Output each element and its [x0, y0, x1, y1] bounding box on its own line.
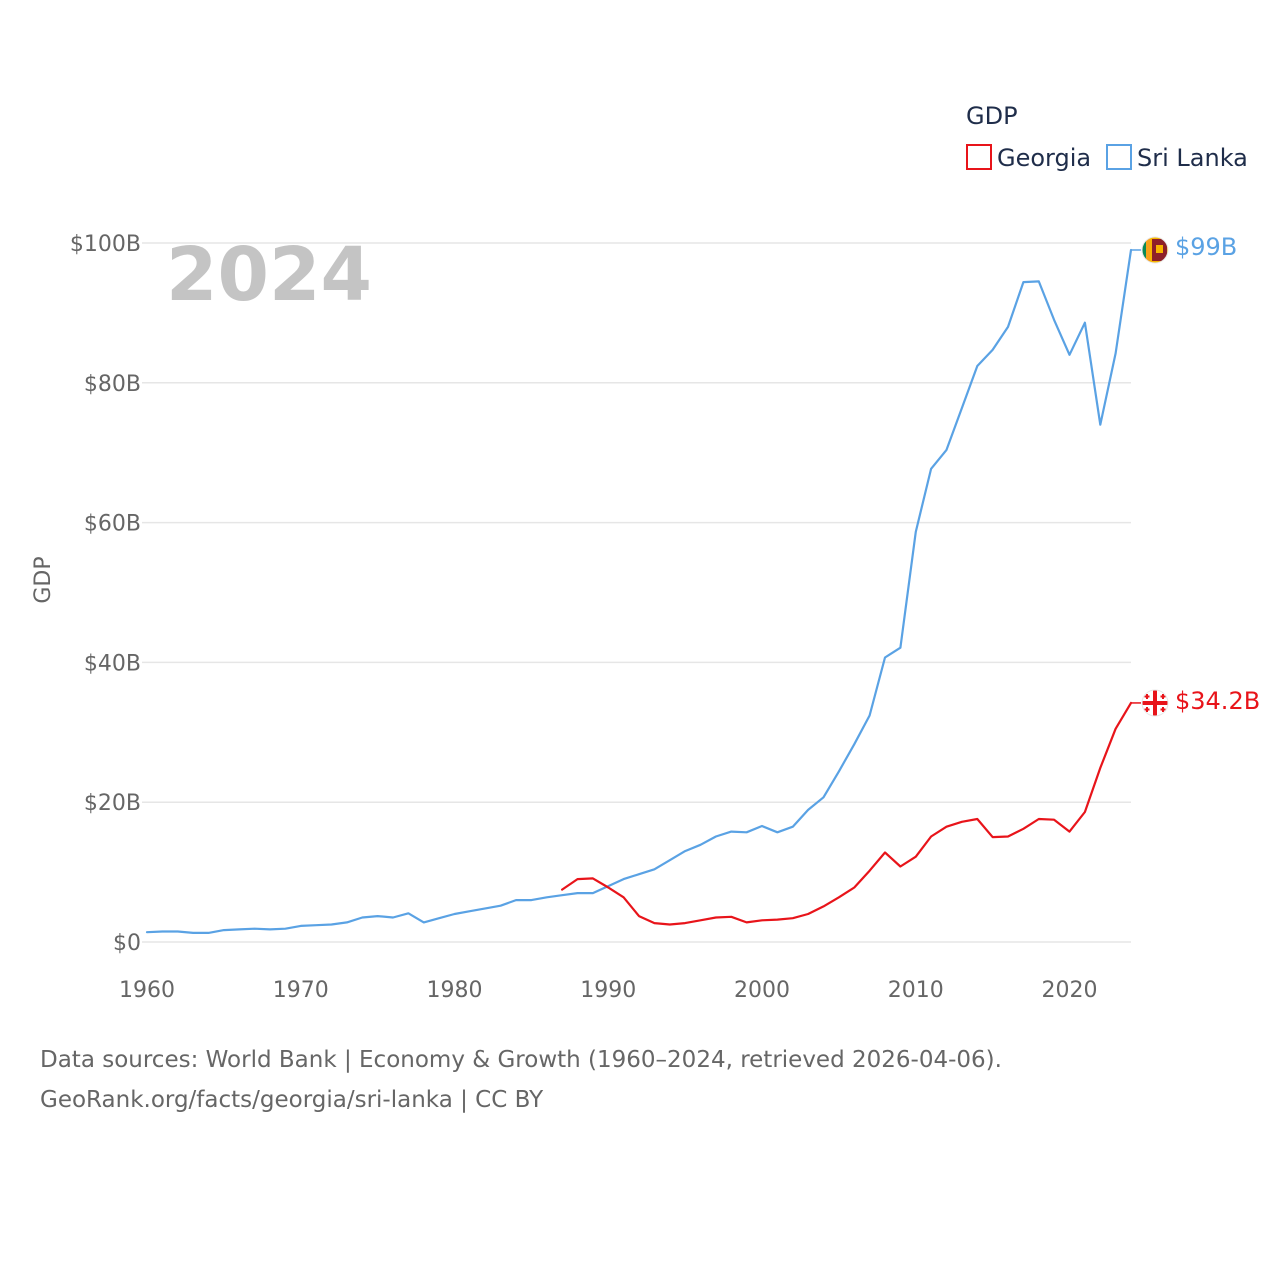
georgia-flag-icon	[1141, 689, 1169, 717]
x-tick-label: 2010	[888, 978, 944, 1003]
y-tick-label: $60B	[84, 512, 141, 537]
year-label: 2024	[166, 232, 372, 318]
sri-lanka-flag-icon	[1141, 236, 1169, 264]
legend-swatch-sri-lanka	[1106, 144, 1132, 170]
x-tick-label: 1970	[273, 978, 329, 1003]
footer: Data sources: World Bank | Economy & Gro…	[40, 1040, 1002, 1120]
data-source-note: Data sources: World Bank | Economy & Gro…	[40, 1047, 1002, 1073]
x-axis-ticks: 1960 1970 1980 1990 2000 2010 2020	[119, 978, 1098, 1003]
y-axis-ticks: $0 $20B $40B $60B $80B $100B	[70, 232, 141, 956]
legend-label-sri-lanka: Sri Lanka	[1137, 144, 1248, 172]
y-tick-label: $0	[113, 931, 141, 956]
series-line-sri-lanka	[145, 248, 1133, 935]
y-tick-label: $100B	[70, 232, 141, 257]
series-lines	[145, 248, 1141, 935]
legend-swatch-georgia	[966, 144, 992, 170]
sri-lanka-end-label: $99B	[1175, 233, 1237, 261]
x-tick-label: 2020	[1042, 978, 1098, 1003]
gridlines	[142, 242, 1131, 943]
georgia-end-label: $34.2B	[1175, 687, 1260, 715]
y-axis-title: GDP	[31, 556, 56, 603]
series-line-georgia	[560, 701, 1133, 926]
x-tick-label: 2000	[734, 978, 790, 1003]
y-tick-label: $80B	[84, 372, 141, 397]
x-tick-label: 1990	[580, 978, 636, 1003]
legend: GDP Georgia Sri Lanka	[966, 102, 1248, 172]
legend-label-georgia: Georgia	[997, 144, 1091, 172]
y-tick-label: $40B	[84, 651, 141, 676]
x-tick-label: 1960	[119, 978, 175, 1003]
legend-title: GDP	[966, 102, 1018, 130]
x-tick-label: 1980	[427, 978, 483, 1003]
y-tick-label: $20B	[84, 791, 141, 816]
source-url: GeoRank.org/facts/georgia/sri-lanka | CC…	[40, 1087, 544, 1113]
